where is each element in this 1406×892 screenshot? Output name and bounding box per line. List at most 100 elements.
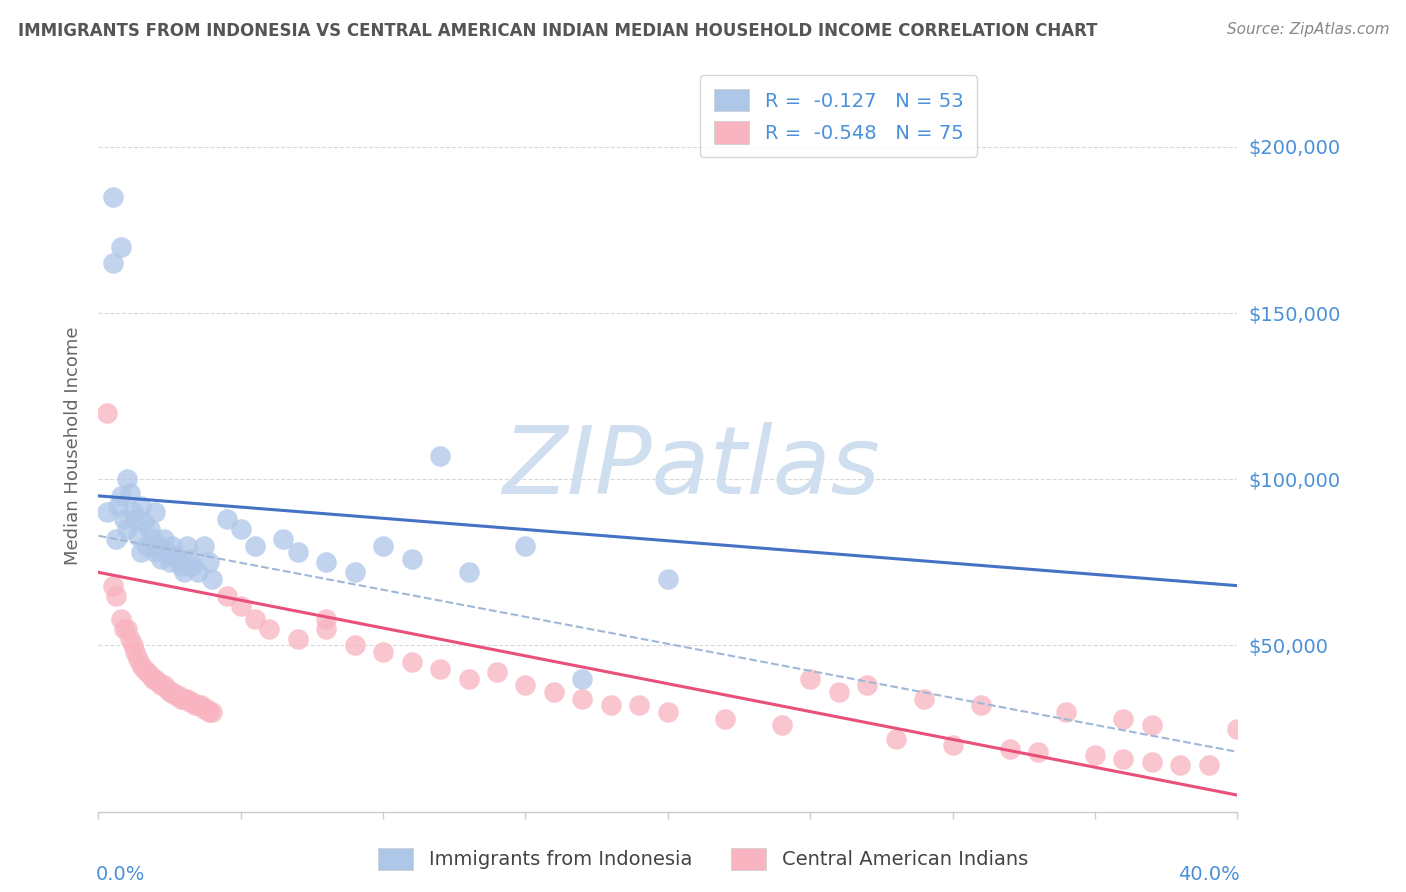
Point [138, 522, 160, 536]
Point [273, 532, 295, 546]
Point [150, 678, 173, 692]
Point [96, 506, 118, 520]
Point [1170, 758, 1192, 772]
Text: 40.0%: 40.0% [1178, 865, 1240, 884]
Point [193, 701, 215, 715]
Point [104, 589, 127, 603]
Point [115, 522, 138, 536]
Point [129, 658, 152, 673]
Legend: R =  -0.127   N = 53, R =  -0.548   N = 75: R = -0.127 N = 53, R = -0.548 N = 75 [700, 75, 977, 157]
Point [884, 731, 907, 746]
Point [201, 705, 224, 719]
Point [343, 639, 366, 653]
Point [184, 698, 207, 713]
Point [1226, 722, 1249, 736]
Point [1140, 718, 1163, 732]
Point [135, 539, 157, 553]
Point [373, 645, 395, 659]
Point [457, 566, 479, 580]
Point [998, 741, 1021, 756]
Point [141, 532, 163, 546]
Point [101, 579, 124, 593]
Point [187, 698, 209, 713]
Point [401, 655, 423, 669]
Point [515, 539, 537, 553]
Point [179, 552, 201, 566]
Point [148, 539, 170, 553]
Point [110, 612, 132, 626]
Point [970, 698, 993, 713]
Point [145, 672, 167, 686]
Point [173, 691, 195, 706]
Point [229, 522, 252, 536]
Point [159, 555, 181, 569]
Point [543, 685, 565, 699]
Point [110, 489, 132, 503]
Point [181, 695, 204, 709]
Point [118, 485, 141, 500]
Point [828, 685, 851, 699]
Point [714, 712, 737, 726]
Point [628, 698, 651, 713]
Point [1112, 751, 1135, 765]
Point [215, 589, 238, 603]
Legend: Immigrants from Indonesia, Central American Indians: Immigrants from Indonesia, Central Ameri… [370, 839, 1036, 878]
Point [107, 499, 129, 513]
Point [287, 632, 309, 646]
Point [198, 555, 221, 569]
Point [201, 572, 224, 586]
Point [600, 698, 623, 713]
Point [170, 691, 193, 706]
Point [167, 689, 190, 703]
Point [373, 539, 395, 553]
Point [141, 672, 163, 686]
Point [176, 691, 198, 706]
Point [165, 549, 187, 563]
Point [657, 705, 679, 719]
Point [124, 645, 146, 659]
Point [315, 622, 337, 636]
Point [110, 239, 132, 253]
Point [315, 555, 337, 569]
Point [259, 622, 281, 636]
Point [243, 612, 266, 626]
Point [193, 539, 215, 553]
Point [124, 512, 146, 526]
Point [156, 681, 179, 696]
Point [429, 662, 451, 676]
Point [129, 499, 152, 513]
Point [150, 552, 173, 566]
Y-axis label: Median Household Income: Median Household Income [63, 326, 82, 566]
Point [170, 558, 193, 573]
Point [187, 566, 209, 580]
Point [215, 512, 238, 526]
Point [799, 672, 821, 686]
Point [132, 516, 155, 530]
Point [129, 545, 152, 559]
Point [1140, 755, 1163, 769]
Point [135, 665, 157, 679]
Point [243, 539, 266, 553]
Text: ZIPatlas: ZIPatlas [502, 423, 880, 514]
Point [1026, 745, 1049, 759]
Point [343, 566, 366, 580]
Point [162, 685, 184, 699]
Point [101, 256, 124, 270]
Point [112, 512, 135, 526]
Point [429, 449, 451, 463]
Point [145, 506, 167, 520]
Point [118, 632, 141, 646]
Point [856, 678, 879, 692]
Point [115, 472, 138, 486]
Text: Source: ZipAtlas.com: Source: ZipAtlas.com [1226, 22, 1389, 37]
Point [121, 506, 143, 520]
Point [1112, 712, 1135, 726]
Point [167, 552, 190, 566]
Point [96, 406, 118, 420]
Point [101, 189, 124, 203]
Point [195, 701, 218, 715]
Point [657, 572, 679, 586]
Point [315, 612, 337, 626]
Point [145, 545, 167, 559]
Point [1084, 748, 1107, 763]
